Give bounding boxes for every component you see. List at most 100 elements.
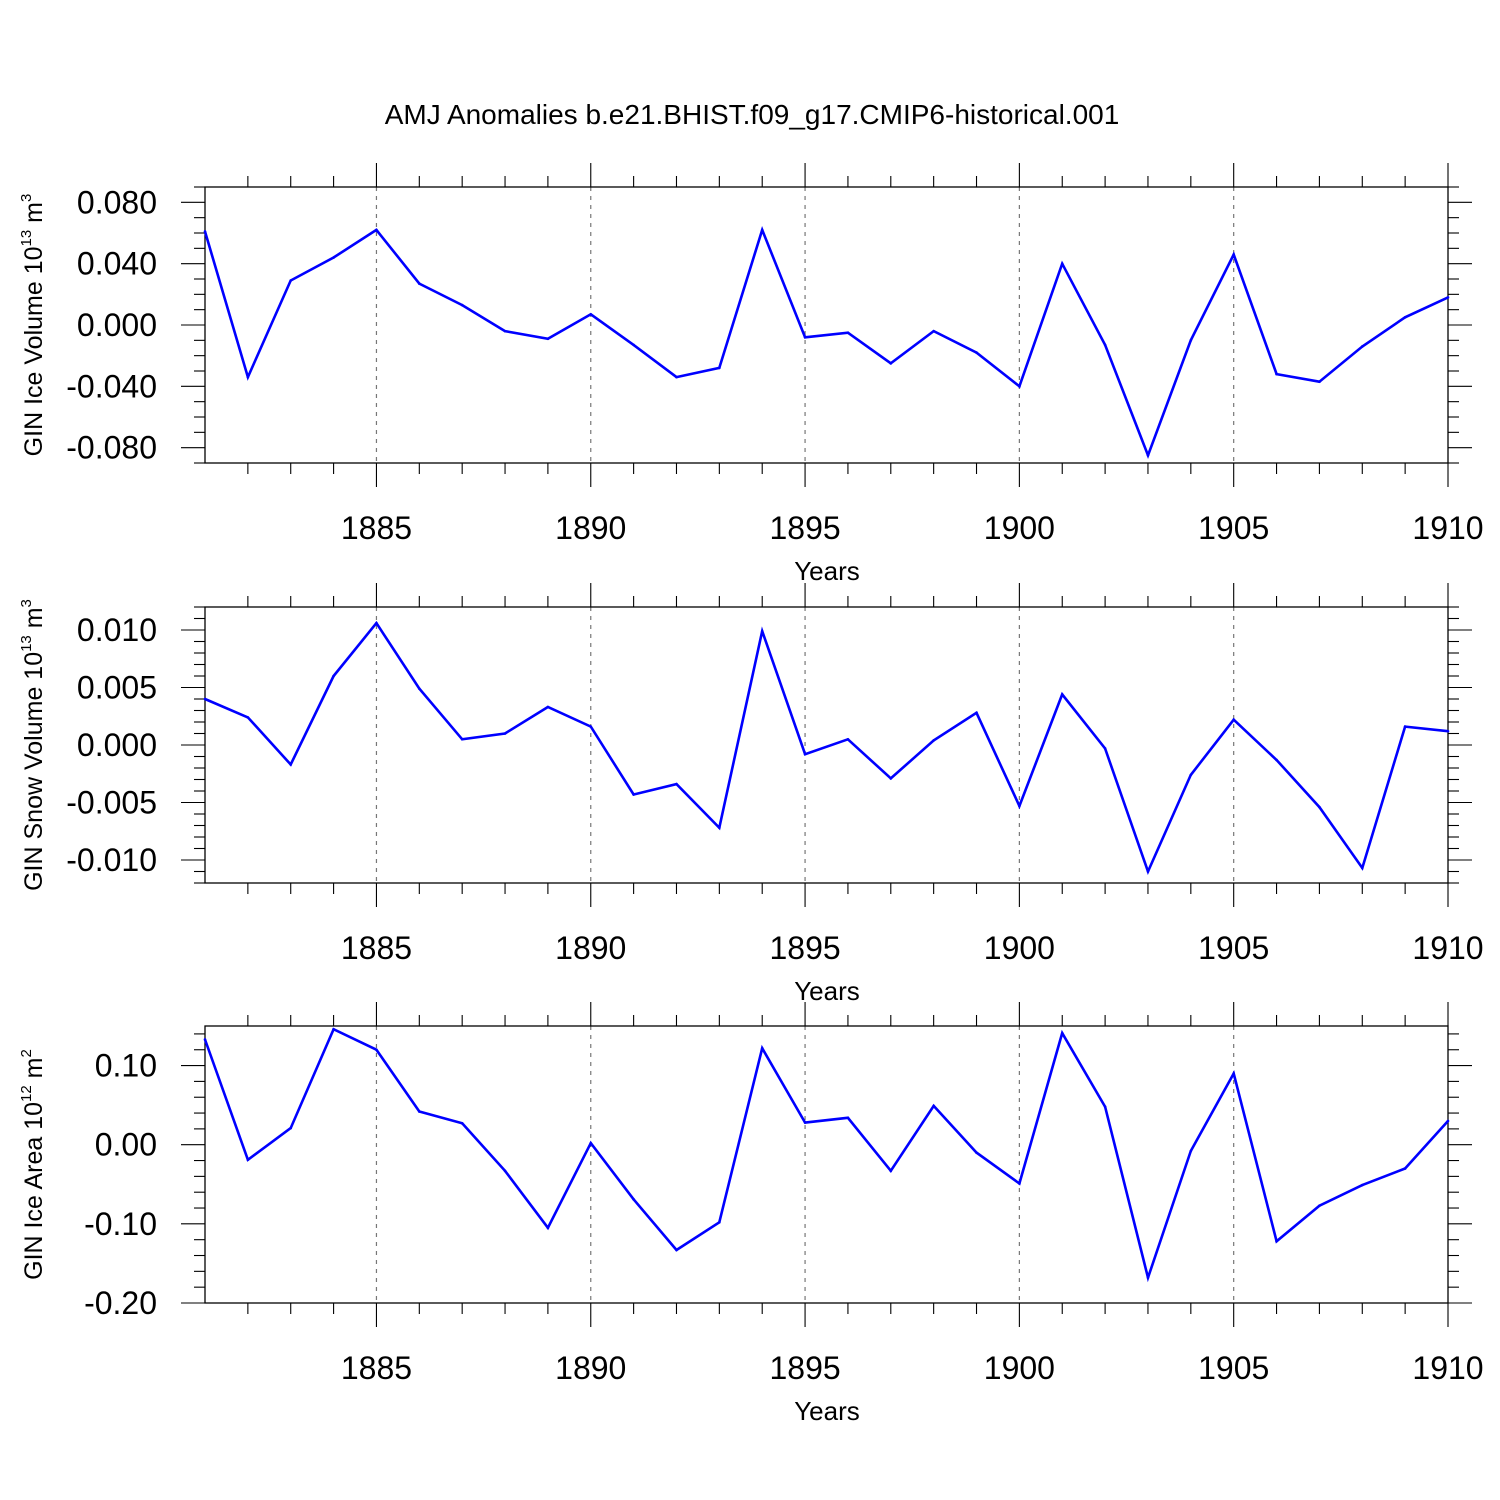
data-point [418,1110,421,1113]
x-tick-label: 1885 [341,510,412,546]
data-point [803,752,807,756]
data-point [460,1122,464,1125]
data-point [718,1220,721,1224]
x-tick-label: 1890 [555,1350,626,1386]
plot-frame [204,186,1449,464]
data-point [1189,339,1193,342]
data-point [632,793,635,796]
data-point [1360,1183,1364,1187]
data-point [1018,1182,1021,1185]
data-point [632,1198,635,1201]
data-point [418,687,421,690]
data-point [1103,343,1107,347]
x-tick-label: 1895 [769,930,840,966]
x-axis-label: Years [794,1396,860,1426]
data-point [1060,693,1064,696]
x-tick-label: 1900 [984,930,1055,966]
data-point [460,737,464,741]
y-tick-label: 0.00 [95,1127,157,1163]
x-tick-label: 1890 [555,930,626,966]
data-point [1318,1204,1321,1207]
series-line [204,620,1449,876]
panel-ice-area: 1885 1890 1895 1900 1905 1910 Years -0.20 -0.10 0… [18,1002,1484,1426]
panel-snow-volume: 1885 1890 1895 1900 1905 1910 Years -0.010 -0.00… [18,583,1484,1006]
data-point [846,737,850,741]
data-point [375,1048,378,1052]
data-point [975,351,978,354]
data-point [803,335,807,339]
y-tick-label: -0.010 [66,842,157,878]
x-tick-label: 1910 [1412,930,1483,966]
x-tick-label: 1895 [769,510,840,546]
data-point [246,375,250,379]
data-point [975,711,978,715]
x-tick-label: 1885 [341,1350,412,1386]
data-point [889,777,893,780]
data-point [546,337,550,341]
data-point [546,1226,550,1230]
x-tick-label: 1900 [984,1350,1055,1386]
y-tick-label: -0.040 [66,368,157,404]
x-tick-label: 1910 [1412,510,1483,546]
y-tick-label: 0.000 [77,727,157,763]
y-tick-label: -0.005 [66,785,157,821]
data-point [289,763,293,766]
chart-title: AMJ Anomalies b.e21.BHIST.f09_g17.CMIP6-… [385,99,1120,130]
data-point [803,1121,807,1124]
data-point [718,826,721,830]
x-tick-label: 1900 [984,510,1055,546]
y-tick-label: 0.040 [77,246,157,282]
data-point [1103,747,1107,750]
data-point [932,1104,935,1108]
series-line [203,1027,1449,1283]
data-point [760,1046,764,1050]
series-line [203,226,1449,459]
y-axis-label-exponent: 12 [18,1085,35,1102]
y-axis-label-unit: m [20,202,48,230]
data-point [1275,372,1278,376]
y-axis-label-exponent: 13 [18,230,35,247]
y-axis-label-text: GIN Ice Volume 10 [20,246,48,456]
data-point [932,329,935,333]
data-point [1018,804,1021,808]
data-point [503,732,507,735]
data-point [932,739,935,742]
y-tick-label: 0.000 [77,307,157,343]
y-tick-label: 0.005 [77,670,157,706]
data-point [889,1169,893,1173]
data-point [375,228,378,232]
data-point [1189,773,1193,777]
data-point [460,303,464,307]
y-axis-label-unit: m [20,1058,48,1086]
data-point [675,782,678,786]
data-point [1403,1167,1407,1170]
data-point [675,375,678,379]
data-point [889,362,893,365]
y-tick-label: 0.010 [77,612,157,648]
data-point [289,1126,293,1130]
y-axis-label-text: GIN Ice Area 10 [20,1102,48,1280]
x-tick-label: 1905 [1198,510,1269,546]
x-tick-label: 1885 [341,930,412,966]
data-point [1318,805,1321,809]
data-point [1060,262,1064,265]
data-point [760,629,764,633]
data-point [760,228,764,232]
x-tick-label: 1895 [769,1350,840,1386]
data-point [1232,253,1235,256]
data-point [332,256,335,259]
x-tick-label: 1905 [1198,930,1269,966]
y-axis-label-unit: m [20,607,48,635]
data-point [1275,758,1278,762]
data-point [246,716,250,719]
data-point [203,1038,207,1041]
data-point [289,279,293,282]
x-tick-label: 1905 [1198,1350,1269,1386]
data-point [1403,725,1407,728]
y-axis-label-text: GIN Snow Volume 10 [20,652,48,891]
y-axis-label-unit-exponent: 3 [18,599,35,607]
data-point [1232,718,1235,721]
data-point [1018,385,1021,388]
data-point [1446,1119,1450,1123]
